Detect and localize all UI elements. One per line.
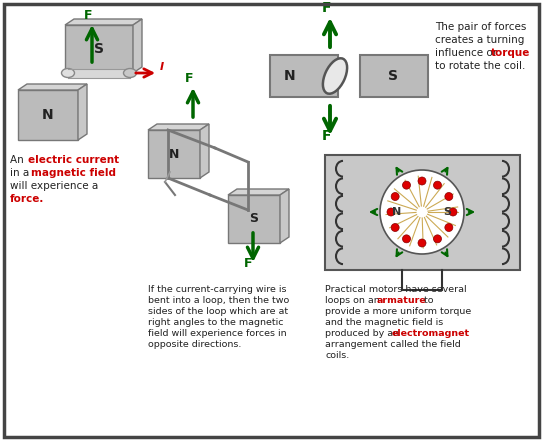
- Text: force.: force.: [10, 194, 45, 204]
- Circle shape: [418, 177, 426, 185]
- Ellipse shape: [123, 68, 136, 78]
- Text: The pair of forces: The pair of forces: [435, 22, 526, 32]
- Text: creates a turning: creates a turning: [435, 35, 525, 45]
- Text: to: to: [421, 296, 433, 305]
- Text: sides of the loop which are at: sides of the loop which are at: [148, 307, 288, 316]
- Circle shape: [445, 193, 453, 201]
- Text: S: S: [443, 207, 451, 217]
- Text: magnetic field: magnetic field: [31, 168, 116, 178]
- Text: produced by an: produced by an: [325, 329, 402, 338]
- Text: bent into a loop, then the two: bent into a loop, then the two: [148, 296, 289, 305]
- Polygon shape: [18, 84, 87, 90]
- Text: S: S: [388, 69, 398, 83]
- Text: opposite directions.: opposite directions.: [148, 340, 242, 349]
- Bar: [270, 55, 338, 97]
- Text: right angles to the magnetic: right angles to the magnetic: [148, 318, 283, 327]
- Circle shape: [402, 181, 411, 189]
- Polygon shape: [148, 130, 200, 178]
- Polygon shape: [228, 195, 280, 243]
- Text: N: N: [42, 108, 54, 122]
- Text: Practical motors have several: Practical motors have several: [325, 285, 466, 294]
- Text: N: N: [284, 69, 296, 83]
- Circle shape: [445, 224, 453, 232]
- Bar: [68, 68, 130, 78]
- Bar: [325, 155, 520, 270]
- Text: F: F: [322, 129, 331, 143]
- Text: F: F: [185, 72, 193, 85]
- Text: F: F: [322, 1, 331, 15]
- Text: torque: torque: [491, 48, 531, 58]
- Text: I: I: [160, 62, 164, 72]
- Polygon shape: [78, 84, 87, 140]
- Text: N: N: [393, 207, 402, 217]
- Polygon shape: [18, 90, 78, 140]
- Polygon shape: [228, 189, 289, 195]
- Circle shape: [391, 193, 399, 201]
- Circle shape: [402, 235, 411, 243]
- Polygon shape: [65, 25, 133, 73]
- Circle shape: [391, 224, 399, 232]
- Text: arrangement called the field: arrangement called the field: [325, 340, 461, 349]
- Text: provide a more uniform torque: provide a more uniform torque: [325, 307, 471, 316]
- Polygon shape: [280, 189, 289, 243]
- Text: to rotate the coil.: to rotate the coil.: [435, 61, 526, 71]
- Circle shape: [387, 208, 395, 216]
- Text: If the current-carrying wire is: If the current-carrying wire is: [148, 285, 287, 294]
- Text: F: F: [244, 257, 252, 270]
- Polygon shape: [65, 19, 142, 25]
- Text: will experience a: will experience a: [10, 181, 98, 191]
- Text: in a: in a: [10, 168, 33, 178]
- Text: S: S: [249, 213, 258, 225]
- Polygon shape: [133, 19, 142, 73]
- Circle shape: [433, 235, 441, 243]
- Polygon shape: [148, 124, 209, 130]
- Circle shape: [449, 208, 457, 216]
- Text: field will experience forces in: field will experience forces in: [148, 329, 287, 338]
- Text: loops on an: loops on an: [325, 296, 383, 305]
- Text: N: N: [169, 147, 179, 161]
- Text: S: S: [94, 42, 104, 56]
- Text: F: F: [84, 9, 92, 22]
- Text: electric current: electric current: [28, 155, 119, 165]
- Circle shape: [380, 170, 464, 254]
- Text: and the magnetic field is: and the magnetic field is: [325, 318, 443, 327]
- Ellipse shape: [61, 68, 74, 78]
- Text: An: An: [10, 155, 27, 165]
- Text: armature: armature: [377, 296, 427, 305]
- Circle shape: [418, 239, 426, 247]
- Text: coils.: coils.: [325, 351, 349, 360]
- Bar: [360, 55, 428, 97]
- Polygon shape: [200, 124, 209, 178]
- Text: influence or: influence or: [435, 48, 501, 58]
- Circle shape: [433, 181, 441, 189]
- Text: electromagnet: electromagnet: [392, 329, 470, 338]
- Ellipse shape: [323, 58, 347, 94]
